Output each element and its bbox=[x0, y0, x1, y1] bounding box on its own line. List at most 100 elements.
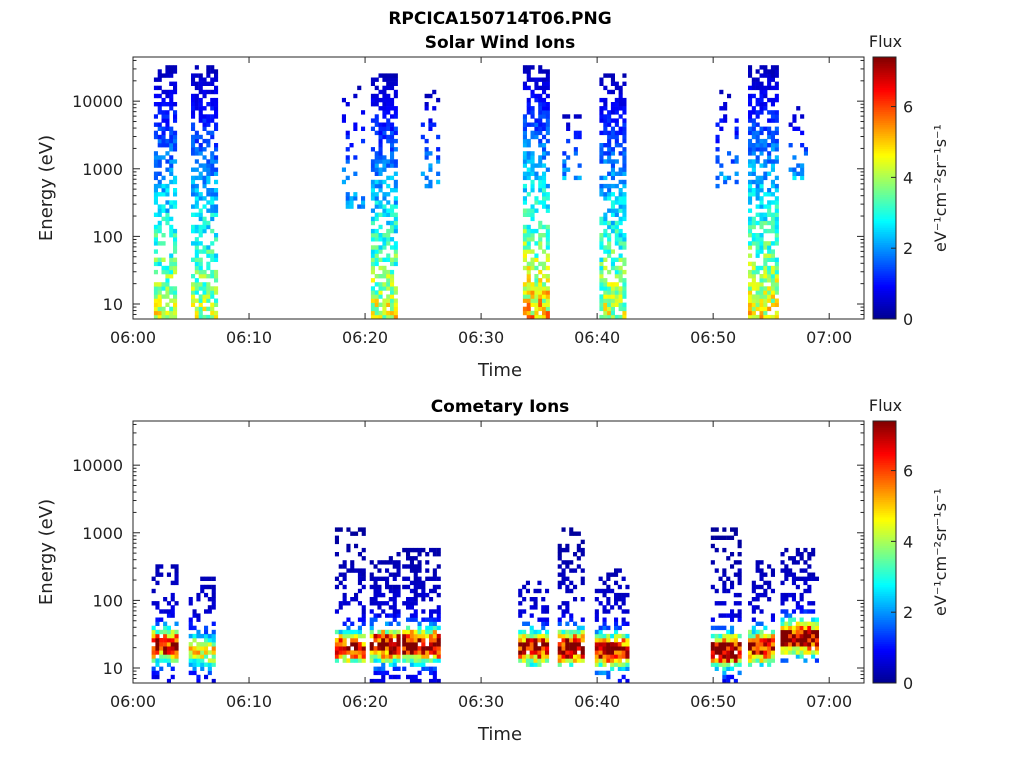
heatmap-cell bbox=[770, 183, 775, 189]
heatmap-cell bbox=[763, 298, 768, 303]
heatmap-cell bbox=[610, 314, 615, 320]
heatmap-cell bbox=[538, 159, 543, 164]
heatmap-cell bbox=[396, 592, 401, 598]
heatmap-cell bbox=[386, 97, 391, 103]
heatmap-cell bbox=[545, 126, 550, 131]
heatmap-cell bbox=[770, 130, 775, 136]
heatmap-cell bbox=[788, 650, 793, 655]
heatmap-cell bbox=[774, 228, 779, 234]
heatmap-cell bbox=[530, 237, 535, 242]
heatmap-cell bbox=[392, 633, 397, 639]
heatmap-cell bbox=[157, 257, 162, 262]
colorbar-swatch bbox=[873, 222, 896, 226]
heatmap-cell bbox=[206, 220, 211, 226]
heatmap-cell bbox=[542, 302, 547, 307]
heatmap-cell bbox=[393, 228, 398, 234]
heatmap-cell bbox=[522, 159, 527, 164]
heatmap-cell bbox=[733, 613, 738, 618]
heatmap-cell bbox=[603, 85, 608, 91]
heatmap-cell bbox=[607, 208, 612, 213]
heatmap-cell bbox=[545, 605, 550, 610]
heatmap-cell bbox=[557, 617, 562, 622]
heatmap-cell bbox=[751, 629, 756, 635]
heatmap-cell bbox=[763, 106, 768, 111]
heatmap-cell bbox=[421, 588, 426, 594]
heatmap-cell bbox=[748, 208, 753, 213]
heatmap-cell bbox=[153, 192, 158, 197]
heatmap-cell bbox=[151, 625, 156, 631]
heatmap-cell bbox=[378, 282, 383, 287]
colorbar-swatch bbox=[873, 227, 896, 230]
heatmap-cell bbox=[598, 646, 603, 651]
heatmap-cell bbox=[157, 126, 162, 131]
colorbar-swatch bbox=[873, 637, 896, 640]
heatmap-cell bbox=[374, 155, 379, 160]
heatmap-cell bbox=[767, 188, 772, 193]
heatmap-cell bbox=[386, 257, 391, 262]
heatmap-cell bbox=[417, 662, 422, 667]
heatmap-cell bbox=[390, 290, 395, 295]
heatmap-cell bbox=[206, 208, 211, 213]
colorbar-swatch bbox=[873, 188, 896, 191]
heatmap-cell bbox=[610, 642, 615, 647]
heatmap-cell bbox=[607, 143, 612, 148]
heatmap-cell bbox=[755, 143, 760, 148]
heatmap-cell bbox=[382, 274, 387, 279]
heatmap-cell bbox=[522, 224, 527, 230]
heatmap-cell bbox=[803, 633, 808, 639]
heatmap-cell bbox=[618, 130, 623, 136]
heatmap-cell bbox=[530, 257, 535, 262]
heatmap-cell bbox=[599, 147, 604, 152]
heatmap-cell bbox=[390, 228, 395, 234]
colorbar-swatch bbox=[873, 207, 896, 211]
heatmap-cell bbox=[607, 286, 612, 291]
heatmap-cell bbox=[537, 629, 542, 635]
colorbar-swatch bbox=[873, 190, 896, 193]
heatmap-cell bbox=[173, 65, 178, 70]
heatmap-cell bbox=[194, 290, 199, 295]
heatmap-cell bbox=[409, 658, 414, 663]
heatmap-cell bbox=[214, 97, 219, 103]
heatmap-cell bbox=[526, 212, 531, 217]
heatmap-cell bbox=[606, 572, 611, 577]
heatmap-cell bbox=[791, 642, 796, 647]
heatmap-cell bbox=[541, 638, 546, 643]
heatmap-cell bbox=[413, 597, 418, 602]
heatmap-cell bbox=[576, 646, 581, 651]
heatmap-cell bbox=[373, 617, 378, 622]
heatmap-cell bbox=[545, 638, 550, 643]
heatmap-cell bbox=[722, 572, 727, 577]
heatmap-cell bbox=[374, 171, 379, 176]
heatmap-cell bbox=[770, 159, 775, 164]
heatmap-cell bbox=[610, 302, 615, 307]
heatmap-cell bbox=[723, 102, 728, 107]
heatmap-cell bbox=[530, 65, 535, 70]
heatmap-cell bbox=[759, 73, 764, 78]
heatmap-cell bbox=[198, 274, 203, 279]
heatmap-cell bbox=[153, 237, 158, 242]
heatmap-cell bbox=[165, 220, 170, 226]
heatmap-cell bbox=[751, 134, 756, 140]
heatmap-cell bbox=[369, 601, 374, 606]
heatmap-cell bbox=[174, 568, 179, 573]
heatmap-cell bbox=[565, 654, 570, 659]
heatmap-cell bbox=[526, 224, 531, 230]
heatmap-cell bbox=[518, 646, 523, 651]
heatmap-cell bbox=[436, 617, 441, 622]
heatmap-cell bbox=[607, 118, 612, 123]
heatmap-cell bbox=[151, 654, 156, 659]
heatmap-cell bbox=[425, 576, 430, 581]
heatmap-cell bbox=[714, 535, 719, 540]
heatmap-cell bbox=[755, 249, 760, 254]
heatmap-cell bbox=[545, 314, 550, 320]
heatmap-cell bbox=[428, 151, 433, 156]
heatmap-cell bbox=[770, 654, 775, 659]
heatmap-cell bbox=[169, 143, 174, 148]
colorbar-swatch bbox=[873, 209, 896, 213]
heatmap-cell bbox=[353, 122, 358, 127]
heatmap-cell bbox=[390, 261, 395, 267]
heatmap-cell bbox=[807, 564, 812, 569]
x-tick-label: 06:20 bbox=[342, 692, 388, 711]
heatmap-cell bbox=[799, 642, 804, 647]
colorbar-swatch bbox=[873, 273, 896, 276]
